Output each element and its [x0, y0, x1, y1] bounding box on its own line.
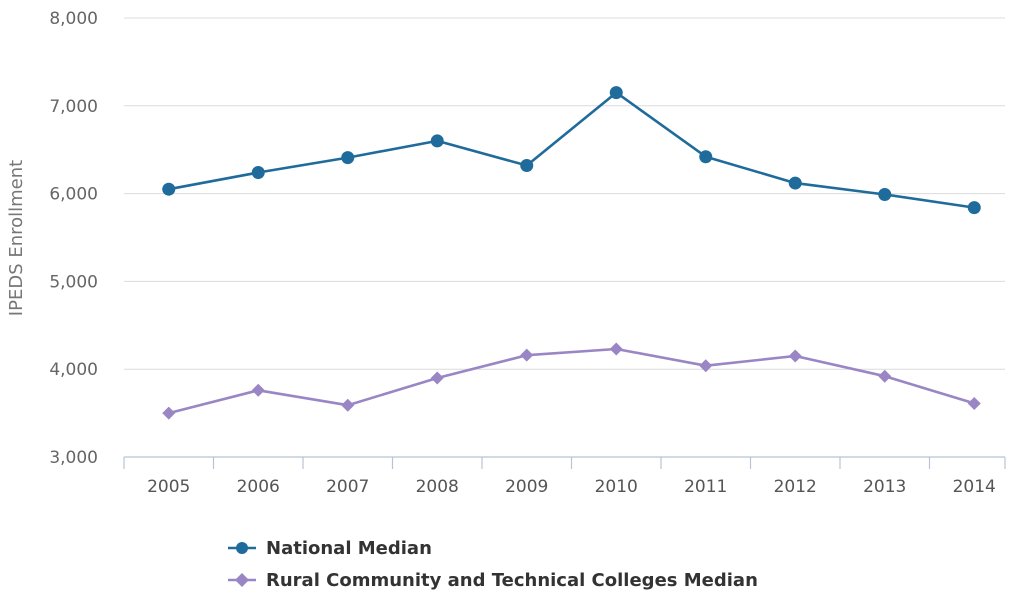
data-point[interactable]: [788, 349, 802, 363]
data-point[interactable]: [878, 187, 892, 201]
y-tick-label: 8,000: [49, 9, 98, 29]
data-point[interactable]: [520, 159, 534, 173]
data-point[interactable]: [878, 369, 892, 383]
series-layer: [162, 86, 981, 420]
x-tick-label: 2009: [505, 477, 548, 497]
x-tick-label: 2010: [595, 477, 638, 497]
data-point[interactable]: [967, 396, 981, 410]
legend-swatch-circle-marker: [236, 542, 248, 554]
data-point[interactable]: [609, 86, 623, 100]
x-axis-tick-labels: 2005 2006 2007 2008 2009 2010 2011 2012 2013 2014: [147, 477, 996, 497]
data-point[interactable]: [699, 359, 713, 373]
series-line: [168, 91, 975, 209]
legend: National Median Rural Community and Tech…: [228, 538, 758, 591]
data-point[interactable]: [430, 134, 444, 148]
y-tick-label: 5,000: [49, 272, 98, 292]
x-tick-label: 2012: [774, 477, 817, 497]
legend-label-national-median: National Median: [266, 538, 432, 559]
data-point[interactable]: [251, 383, 265, 397]
x-tick-label: 2008: [416, 477, 459, 497]
y-axis-label: IPEDS Enrollment: [6, 160, 27, 316]
x-axis: [123, 456, 1006, 469]
data-point[interactable]: [341, 151, 355, 165]
legend-item-national-median[interactable]: National Median: [228, 538, 432, 559]
y-tick-label: 3,000: [49, 448, 98, 468]
data-point[interactable]: [520, 348, 534, 362]
x-tick-label: 2007: [326, 477, 369, 497]
x-tick-label: 2014: [953, 477, 996, 497]
y-tick-label: 4,000: [49, 360, 98, 380]
data-point[interactable]: [609, 342, 623, 356]
data-point[interactable]: [788, 176, 802, 190]
y-tick-label: 7,000: [49, 97, 98, 117]
x-tick-label: 2013: [863, 477, 906, 497]
x-tick-label: 2006: [237, 477, 280, 497]
data-point[interactable]: [430, 371, 444, 385]
series-line: [168, 347, 975, 415]
data-point[interactable]: [699, 150, 713, 164]
x-tick-label: 2005: [147, 477, 190, 497]
legend-item-rural-median[interactable]: Rural Community and Technical Colleges M…: [228, 570, 758, 591]
data-point[interactable]: [162, 406, 176, 420]
y-tick-label: 6,000: [49, 185, 98, 205]
data-point[interactable]: [967, 201, 981, 215]
series-rural-median: [162, 342, 981, 420]
data-point[interactable]: [341, 398, 355, 412]
legend-label-rural-median: Rural Community and Technical Colleges M…: [266, 570, 758, 591]
x-tick-label: 2011: [684, 477, 727, 497]
data-point[interactable]: [162, 182, 176, 196]
legend-swatch-diamond-marker: [235, 573, 249, 587]
series-national-median: [162, 86, 981, 215]
y-axis-tick-labels: 3,000 4,000 5,000 6,000 7,000 8,000: [49, 9, 98, 468]
data-point[interactable]: [251, 166, 265, 180]
